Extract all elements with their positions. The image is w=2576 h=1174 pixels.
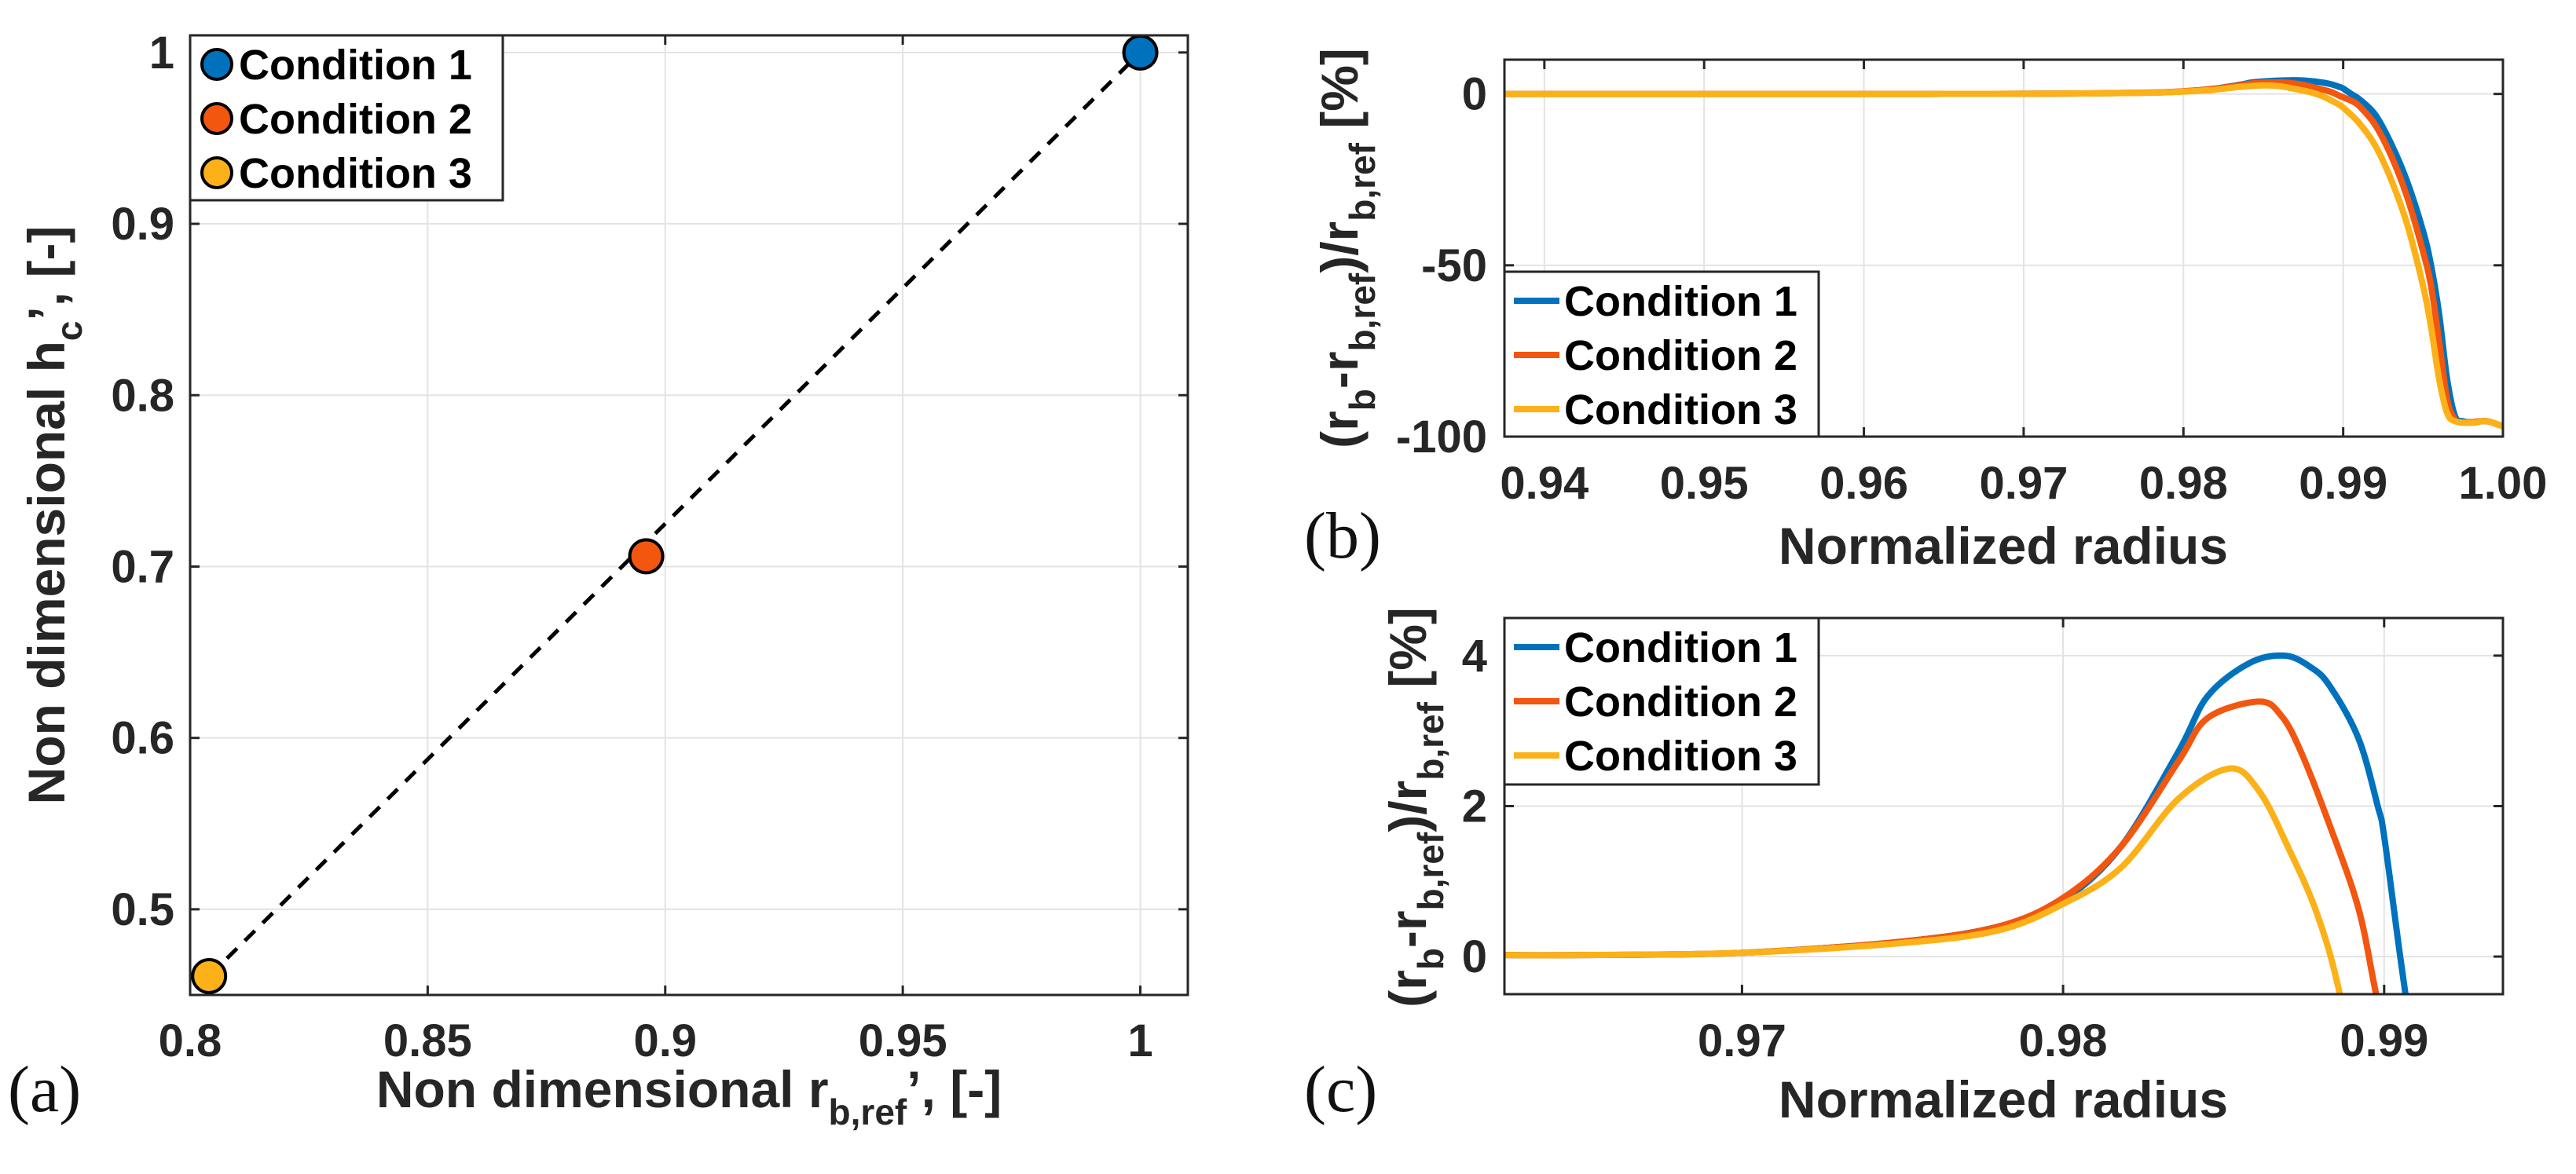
line-condition-3	[1504, 765, 2343, 994]
axes-box	[1503, 616, 2505, 996]
legend: Condition 1 Condition 2 Condition 3	[1503, 270, 1820, 438]
chart-panel-1: 0.94 0.95 0.96 0.97 0.98 0.99 1.00 -100 -50 0 Cond…	[1396, 58, 2548, 509]
legend: Condition 1 Condition 2 Condition 3	[1503, 616, 1820, 786]
y-tick-label: 0.6	[111, 713, 174, 764]
y-tick-label: 2	[1462, 781, 1487, 832]
legend: Condition 1 Condition 2 Condition 3	[189, 34, 504, 202]
x-tick-label: 0.9	[633, 1015, 697, 1066]
legend-label-condition-1: Condition 1	[1564, 624, 1797, 671]
panel-label-c: (c)	[1304, 1053, 1377, 1126]
line-condition-3	[1504, 82, 2503, 430]
legend-label-condition-2: Condition 2	[1564, 678, 1797, 726]
x-tick-label: 0.98	[2139, 458, 2228, 509]
x-tick-label: 0.95	[1660, 458, 1749, 509]
legend-marker-condition-3	[200, 156, 233, 189]
series-group	[191, 35, 1159, 994]
y-tick-label: -50	[1421, 240, 1487, 291]
x-tick-label: 0.94	[1500, 458, 1588, 509]
y-tick-label: 0	[1462, 69, 1487, 120]
series-group	[1504, 77, 2503, 430]
axes-box	[189, 34, 1189, 997]
x-tick-label: 0.97	[1698, 1015, 1786, 1066]
y-tick-label: 0.7	[111, 541, 174, 592]
y-tick-label: 1	[149, 27, 174, 79]
x-tick-label: 0.85	[383, 1015, 472, 1066]
dashed-fit-line	[207, 51, 1142, 978]
data-point-condition-2	[628, 538, 665, 575]
panel-label-b: (b)	[1304, 499, 1381, 572]
y-axis-label-c: (rb-rb,ref)/rb,ref [%]	[1379, 607, 1451, 1008]
legend-box	[189, 34, 504, 202]
y-axis-label-a: Non dimensional hc’, [-]	[17, 226, 90, 805]
x-tick-label: 0.97	[1979, 458, 2068, 509]
x-tick-label: 0.96	[1819, 458, 1908, 509]
panel-label-a: (a)	[8, 1053, 81, 1126]
x-tick-label: 0.99	[2340, 1015, 2428, 1066]
legend-label-condition-1: Condition 1	[239, 42, 472, 89]
legend-marker-condition-1	[200, 48, 233, 81]
y-axis-label-b: (rb-rb,ref)/rb,ref [%]	[1310, 48, 1383, 448]
data-point-condition-1	[1122, 35, 1159, 71]
y-tick-label: 0.9	[111, 199, 174, 250]
x-axis-label-c: Normalized radius	[1779, 1070, 2228, 1128]
x-axis-label-a: Non dimensional rb,ref’, [-]	[376, 1060, 1002, 1132]
y-tick-label: 0	[1462, 931, 1487, 982]
y-tick-label: 0.8	[111, 370, 174, 421]
series-group	[1504, 652, 2409, 994]
x-tick-label: 0.98	[2019, 1015, 2108, 1066]
legend-label-condition-2: Condition 2	[1564, 332, 1797, 379]
legend-label-condition-3: Condition 3	[1564, 733, 1797, 780]
x-tick-label: 0.99	[2299, 458, 2387, 509]
y-tick-label: -100	[1396, 411, 1487, 463]
x-tick-label: 1.00	[2459, 458, 2548, 509]
legend-label-condition-3: Condition 3	[239, 150, 472, 197]
x-tick-label: 0.8	[159, 1015, 222, 1066]
x-tick-label: 0.95	[859, 1015, 947, 1066]
legend-marker-condition-2	[200, 102, 233, 135]
x-axis-label-b: Normalized radius	[1779, 517, 2228, 575]
legend-label-condition-2: Condition 2	[239, 96, 472, 143]
chart-panel-0: 0.8 0.85 0.9 0.95 1 0.5 0.6 0.7 0.8 0.9 1 Condition…	[111, 27, 1189, 1066]
x-tick-label: 1	[1127, 1015, 1152, 1066]
data-point-condition-3	[191, 957, 228, 994]
y-tick-label: 0.5	[111, 884, 174, 935]
legend-label-condition-1: Condition 1	[1564, 278, 1797, 325]
y-tick-label: 4	[1462, 631, 1487, 682]
legend-label-condition-3: Condition 3	[1564, 386, 1797, 433]
axes-box	[1503, 58, 2505, 438]
